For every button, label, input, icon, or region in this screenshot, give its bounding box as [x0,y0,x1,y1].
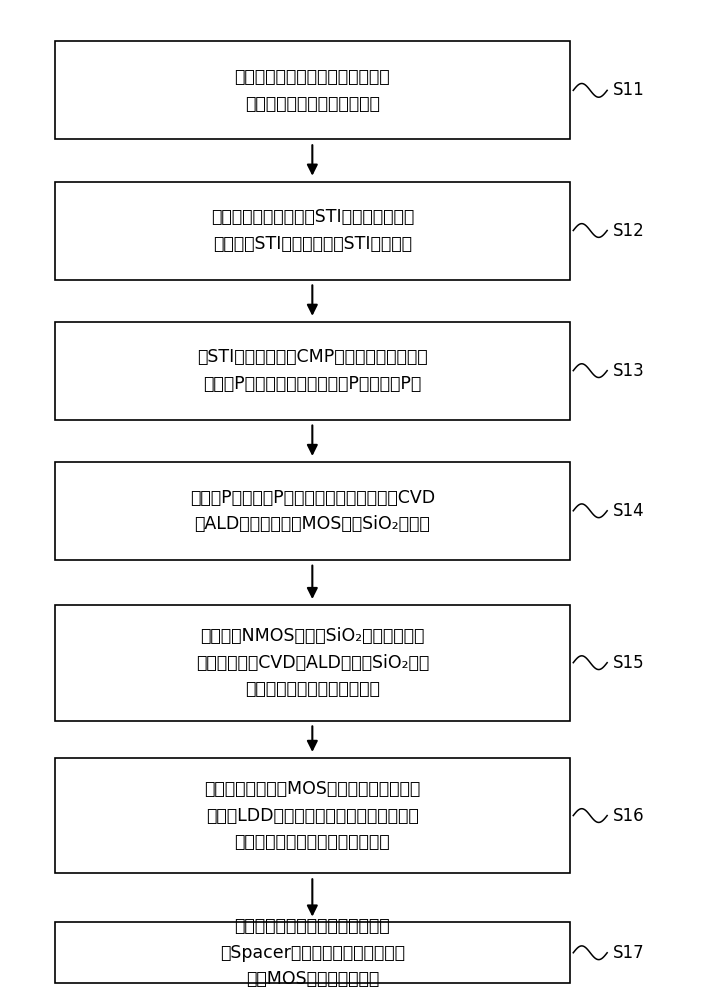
Text: S15: S15 [613,654,644,672]
Text: 采用各向异性腐蚀方法，形成栅电
极Spacer侧墙；进行源漏杂质注入
形成MOS器件的源漏区域: 采用各向异性腐蚀方法，形成栅电 极Spacer侧墙；进行源漏杂质注入 形成MOS… [220,917,405,988]
Text: 进行光刻腐蚀形成MOS器件的多晶栅电极，
并进行LDD注入；淀积多晶栅电极的侧墙介
质，用于后续形成源电极和漏电极: 进行光刻腐蚀形成MOS器件的多晶栅电极， 并进行LDD注入；淀积多晶栅电极的侧墙… [204,780,421,851]
Bar [55,605,570,720]
Text: 进行有源区腐蚀，形成STI隔离槽；在掩蔽
层表面及STI隔离槽中淀积STI隔离介质: 进行有源区腐蚀，形成STI隔离槽；在掩蔽 层表面及STI隔离槽中淀积STI隔离介… [210,208,414,253]
Text: 对低压P阱和高压P阱的表面进行处理，采用CVD
或ALD方法淀积高压MOS器件SiO₂栅氧层: 对低压P阱和高压P阱的表面进行处理，采用CVD 或ALD方法淀积高压MOS器件S… [190,489,435,533]
Bar [55,41,570,139]
Bar [55,322,570,420]
Bar [55,758,570,873]
Text: S16: S16 [613,807,644,825]
Text: S11: S11 [613,81,645,99]
Bar [55,922,570,983]
Text: S12: S12 [613,222,645,239]
Bar [55,462,570,560]
Text: S13: S13 [613,362,645,380]
Text: S17: S17 [613,944,644,962]
Bar [55,182,570,279]
Text: 提供衬底，在其表面依次形成缓冲
氧化层和有源区光刻的掩蔽层: 提供衬底，在其表面依次形成缓冲 氧化层和有源区光刻的掩蔽层 [234,68,390,113]
Text: 对STI隔离介质进行CMP研磨，去除掩蔽层，
并进行P阱杂质注入，形成低压P阱和高压P阱: 对STI隔离介质进行CMP研磨，去除掩蔽层， 并进行P阱杂质注入，形成低压P阱和… [197,348,428,393]
Text: 去除低压NMOS区域的SiO₂栅氧层，裸露
出衬底；采用CVD或ALD法淀积SiO₂栅氧
层；在整体的表面淀积多晶硅: 去除低压NMOS区域的SiO₂栅氧层，裸露 出衬底；采用CVD或ALD法淀积Si… [196,627,429,698]
Text: S14: S14 [613,502,644,520]
